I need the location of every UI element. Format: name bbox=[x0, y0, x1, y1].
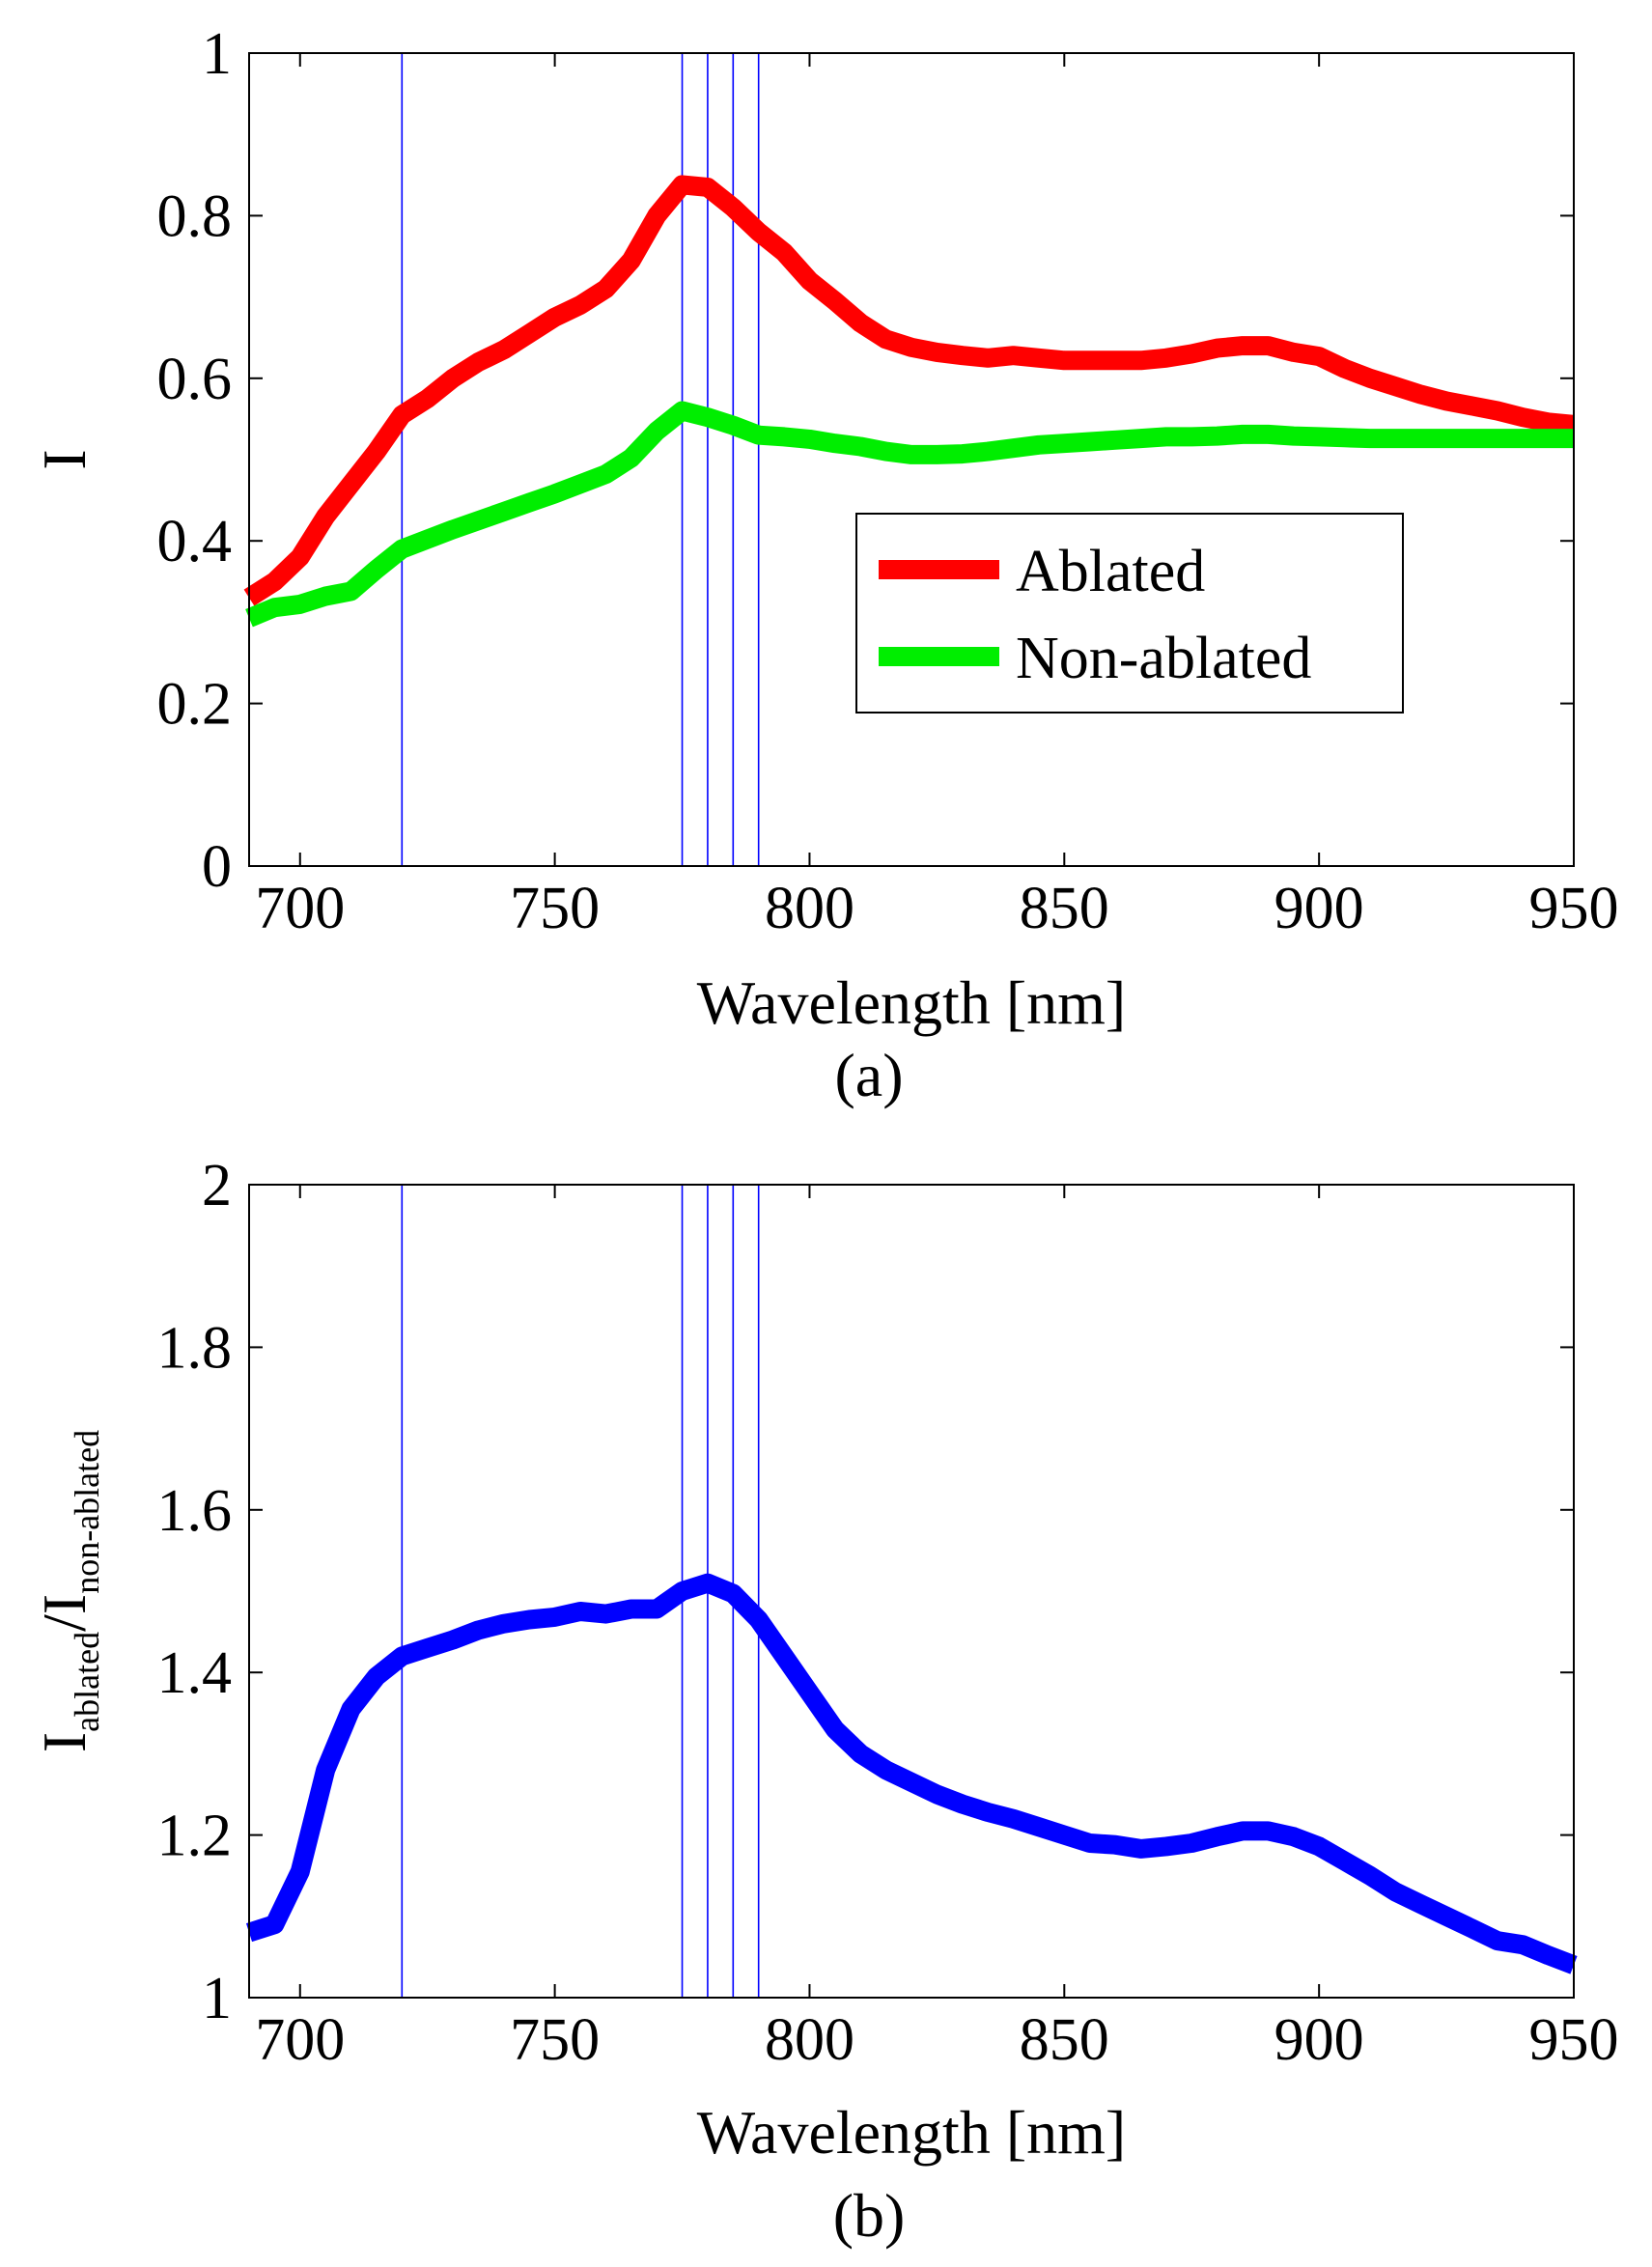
x-tick-label: 800 bbox=[765, 2007, 854, 2073]
y-tick-label: 1 bbox=[202, 1966, 232, 2031]
x-tick-label: 900 bbox=[1274, 876, 1364, 941]
panel-a-ticks: 700 750 800 850 900 950 0 0.2 0.4 0.6 0.8 1 bbox=[157, 21, 1619, 941]
y-title-sub-2: non-ablated bbox=[68, 1430, 106, 1594]
legend-label-non-ablated: Non-ablated bbox=[1016, 626, 1311, 691]
x-tick-label: 700 bbox=[255, 2007, 345, 2073]
panel-b-x-axis-title: Wavelength [nm] bbox=[697, 2098, 1126, 2167]
x-tick-label: 700 bbox=[255, 876, 345, 941]
y-tick-label: 1.2 bbox=[157, 1804, 233, 1869]
legend-box bbox=[855, 513, 1404, 714]
panel-a-x-axis-title: Wavelength [nm] bbox=[697, 968, 1126, 1037]
y-title-main-1: I bbox=[30, 1732, 98, 1752]
y-tick-label: 1 bbox=[202, 21, 232, 87]
panel-a-axes-box bbox=[248, 52, 1575, 867]
y-title-main-2: I bbox=[30, 1594, 98, 1614]
x-tick-label: 900 bbox=[1274, 2007, 1364, 2073]
x-tick-label: 950 bbox=[1529, 876, 1619, 941]
y-tick-label: 0 bbox=[202, 834, 232, 900]
series-line-ratio bbox=[245, 1573, 1578, 1974]
y-tick-label: 2 bbox=[202, 1153, 232, 1218]
y-tick-label: 0.6 bbox=[157, 347, 233, 412]
x-tick-label: 750 bbox=[510, 2007, 600, 2073]
series-line-non-ablated bbox=[245, 401, 1574, 628]
y-tick-label: 1.4 bbox=[157, 1640, 233, 1706]
panel-a-chart: 700 750 800 850 900 950 0 0.2 0.4 0.6 0.8 1 Ablated… bbox=[30, 21, 1619, 1109]
panel-a-caption: (a) bbox=[834, 1041, 903, 1109]
x-tick-label: 850 bbox=[1020, 2007, 1109, 2073]
x-tick-label: 950 bbox=[1529, 2007, 1619, 2073]
x-tick-label: 750 bbox=[510, 876, 600, 941]
y-tick-label: 0.2 bbox=[157, 672, 233, 738]
series-line-ablated bbox=[243, 175, 1575, 606]
panel-b-caption: (b) bbox=[833, 2181, 906, 2250]
panel-a-legend: Ablated Non-ablated bbox=[855, 513, 1404, 714]
x-tick-label: 800 bbox=[765, 876, 854, 941]
panel-b-y-axis-title: Iablated/Inon-ablated bbox=[30, 1430, 106, 1752]
x-tick-label: 850 bbox=[1020, 876, 1109, 941]
y-tick-label: 1.8 bbox=[157, 1315, 233, 1381]
y-title-sub-1: ablated bbox=[68, 1632, 106, 1732]
y-tick-label: 1.6 bbox=[157, 1478, 233, 1544]
panel-b-ticks: 700 750 800 850 900 950 1 1.2 1.4 1.6 1.8 2 bbox=[157, 1153, 1619, 2073]
legend-label-ablated: Ablated bbox=[1016, 539, 1205, 604]
panel-b-series bbox=[245, 1573, 1578, 1974]
y-tick-label: 0.4 bbox=[157, 509, 233, 574]
panel-b-chart: 700 750 800 850 900 950 1 1.2 1.4 1.6 1.8 2 Wavelen… bbox=[30, 1153, 1619, 2250]
panel-a-y-axis-title: I bbox=[30, 449, 98, 469]
panel-a-series bbox=[243, 175, 1575, 628]
y-tick-label: 0.8 bbox=[157, 183, 233, 249]
y-title-slash: / bbox=[30, 1614, 98, 1632]
panel-b-axes-box bbox=[248, 1184, 1575, 1999]
